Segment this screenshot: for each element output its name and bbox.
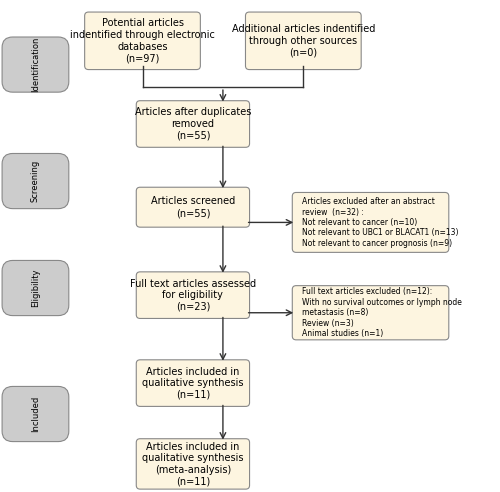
Text: Screening: Screening [31,160,40,202]
FancyBboxPatch shape [2,386,69,442]
FancyBboxPatch shape [136,439,250,489]
Text: Identification: Identification [31,37,40,92]
FancyBboxPatch shape [2,260,69,315]
FancyBboxPatch shape [136,187,250,227]
Text: Articles included in
qualitative synthesis
(meta-analysis)
(n=11): Articles included in qualitative synthes… [142,441,244,486]
Text: Articles screened
(n=55): Articles screened (n=55) [151,196,235,218]
FancyBboxPatch shape [84,12,200,69]
Text: Full text articles excluded (n=12):
With no survival outcomes or lymph node
meta: Full text articles excluded (n=12): With… [302,287,462,338]
FancyBboxPatch shape [136,360,250,406]
Text: Additional articles indentified
through other sources
(n=0): Additional articles indentified through … [232,24,375,58]
Text: Included: Included [31,396,40,432]
FancyBboxPatch shape [136,272,250,318]
Text: Potential articles
indentified through electronic
databases
(n=97): Potential articles indentified through e… [70,18,215,63]
Text: Eligibility: Eligibility [31,269,40,308]
Text: Full text articles assessed
for eligibility
(n=23): Full text articles assessed for eligibil… [130,278,256,312]
FancyBboxPatch shape [246,12,361,69]
FancyBboxPatch shape [292,192,449,252]
Text: Articles excluded after an abstract
review  (n=32) :
Not relevant to cancer (n=1: Articles excluded after an abstract revi… [302,197,458,247]
FancyBboxPatch shape [292,286,449,340]
FancyBboxPatch shape [2,37,69,92]
Text: Articles included in
qualitative synthesis
(n=11): Articles included in qualitative synthes… [142,367,244,400]
FancyBboxPatch shape [2,154,69,209]
Text: Articles after duplicates
removed
(n=55): Articles after duplicates removed (n=55) [134,107,251,141]
FancyBboxPatch shape [136,101,250,147]
